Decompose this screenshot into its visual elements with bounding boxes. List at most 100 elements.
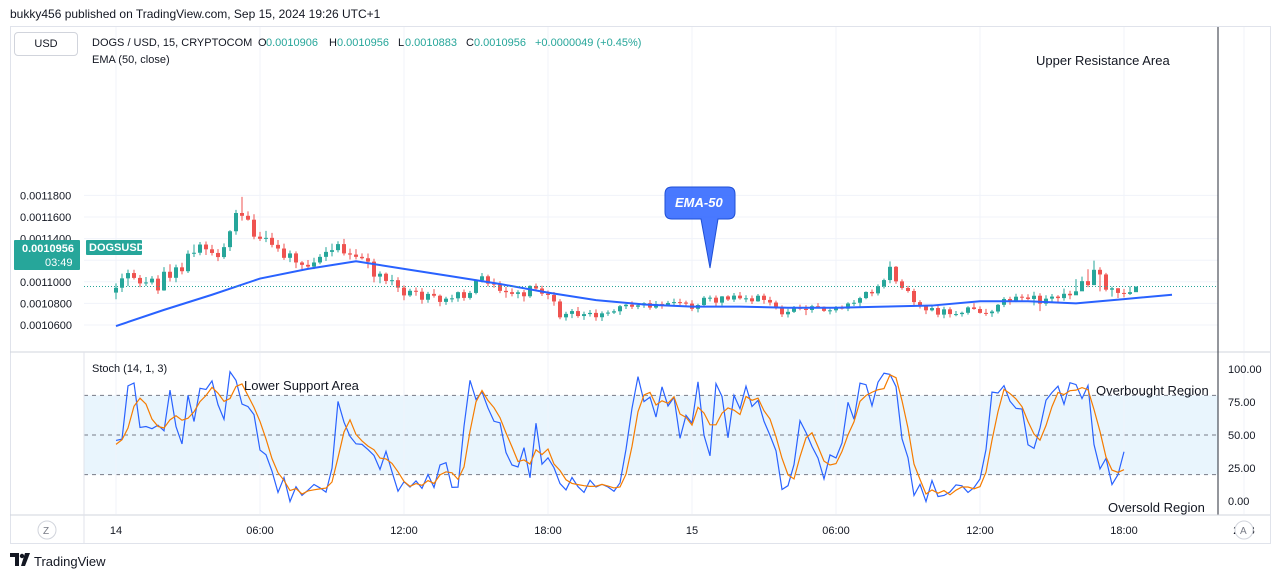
price-tick-label: 0.0010600 — [20, 320, 72, 332]
candle-body — [1080, 281, 1084, 292]
candle — [966, 306, 970, 315]
stoch-d-line — [115, 373, 1125, 496]
candle-body — [552, 294, 556, 302]
candle-body — [360, 256, 364, 259]
candle-body — [336, 244, 340, 251]
candle-body — [930, 308, 934, 311]
candle-body — [1038, 295, 1042, 304]
candle-body — [732, 295, 736, 300]
candle — [336, 241, 340, 253]
legend-low-label: L — [398, 37, 404, 49]
candle-body — [834, 307, 838, 311]
candle-body — [720, 296, 724, 303]
candle-body — [600, 313, 604, 318]
candle — [1080, 276, 1084, 292]
price-tag: 0.0010956 03:49 DOGSUSD — [14, 240, 145, 270]
currency-button[interactable]: USD — [14, 32, 78, 56]
autoscale-button[interactable]: A — [1234, 520, 1254, 540]
candle — [564, 311, 568, 321]
candle — [210, 244, 214, 256]
candle — [558, 299, 562, 320]
ema-layer — [115, 260, 1173, 328]
candle-body — [630, 304, 634, 307]
candle-body — [1056, 296, 1060, 299]
candle-body — [240, 213, 244, 216]
price-tick-label: 0.0010800 — [20, 298, 72, 310]
candle-body — [402, 287, 406, 296]
candle-body — [564, 313, 568, 318]
candle — [120, 273, 124, 292]
candle — [1092, 260, 1096, 286]
candle — [1068, 290, 1072, 300]
candle-body — [870, 291, 874, 294]
time-tick-label: 06:00 — [822, 525, 850, 537]
candle — [1062, 288, 1066, 301]
time-tick-label: 12:00 — [966, 525, 994, 537]
candle — [852, 299, 856, 306]
candle — [150, 276, 154, 285]
candle — [588, 309, 592, 317]
candle — [420, 288, 424, 304]
ema-callout-bubble — [664, 186, 736, 269]
candle-body — [330, 250, 334, 252]
candle-body — [1020, 296, 1024, 298]
candle-body — [492, 283, 496, 285]
time-tick-label: 06:00 — [246, 525, 274, 537]
candle-body — [390, 280, 394, 282]
candle-body — [924, 306, 928, 311]
candle — [1056, 295, 1060, 303]
candle — [1128, 286, 1132, 295]
candle-body — [168, 271, 172, 278]
time-tick-label: 18:00 — [534, 525, 562, 537]
candle-body — [450, 298, 454, 300]
candle-body — [1098, 269, 1102, 275]
candle — [618, 305, 622, 315]
candle — [462, 289, 466, 301]
symbol-tag-text: DOGSUSD — [89, 242, 145, 254]
candle — [978, 306, 982, 314]
candle-body — [156, 278, 160, 291]
candle-body — [948, 309, 952, 315]
candle — [708, 295, 712, 302]
candle — [768, 296, 772, 306]
candle — [750, 295, 754, 305]
overbought-label: Overbought Region — [1096, 383, 1209, 398]
candle — [972, 303, 976, 310]
candle — [504, 286, 508, 298]
candle — [294, 251, 298, 269]
candle — [762, 293, 766, 304]
candle-body — [522, 292, 526, 297]
candle — [594, 309, 598, 321]
candle — [414, 287, 418, 296]
candle — [1032, 291, 1036, 306]
candle-body — [912, 290, 916, 303]
candle-body — [618, 306, 622, 312]
candle-body — [312, 262, 316, 267]
stoch-tick-label: 0.00 — [1228, 496, 1249, 508]
candle-body — [378, 273, 382, 277]
candle-body — [516, 292, 520, 294]
candle-body — [138, 277, 142, 284]
candle — [912, 288, 916, 306]
candle-body — [276, 244, 280, 249]
candle — [870, 289, 874, 297]
candle — [858, 296, 862, 307]
candle-body — [972, 307, 976, 310]
candle — [1122, 288, 1126, 298]
candle — [528, 285, 532, 298]
candle-body — [264, 237, 268, 239]
candle — [936, 305, 940, 318]
candle — [810, 304, 814, 313]
candle — [948, 307, 952, 318]
timezone-button[interactable]: Z — [37, 520, 57, 540]
legend-high-label: H — [329, 37, 337, 49]
price-tag-price: 0.0010956 — [22, 243, 74, 255]
candle-body — [750, 298, 754, 302]
ema-callout-text: EMA-50 — [675, 195, 723, 210]
candle-body — [252, 219, 256, 237]
candle — [270, 232, 274, 248]
candle — [366, 253, 370, 269]
candle-body — [666, 302, 670, 305]
candle-body — [318, 256, 322, 263]
